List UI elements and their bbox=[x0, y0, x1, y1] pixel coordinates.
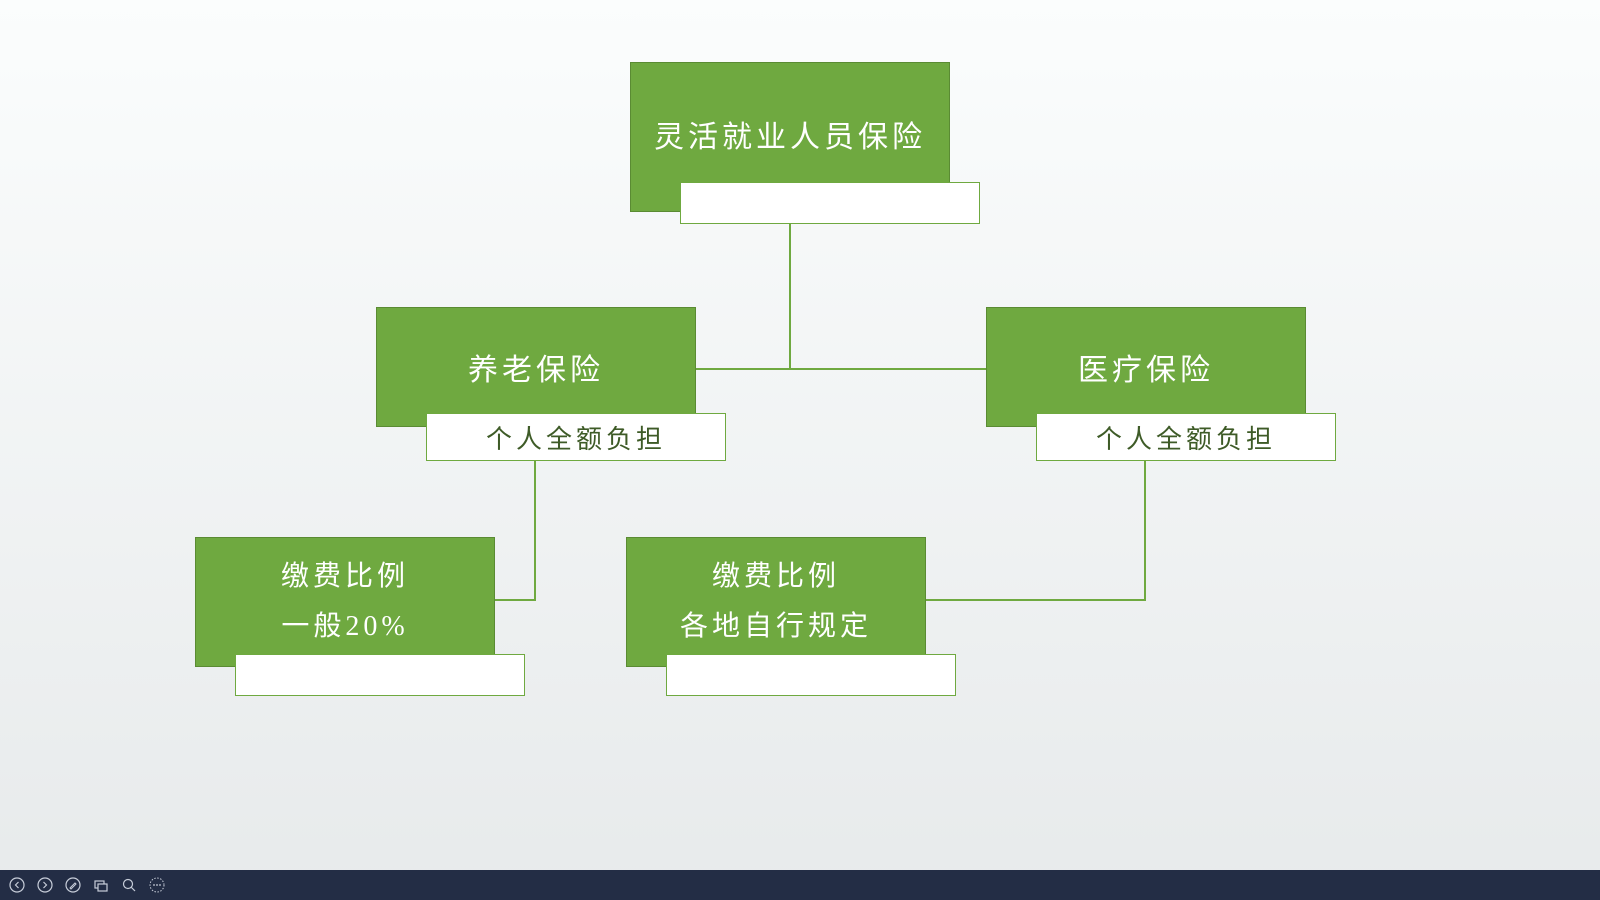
node-right2-sub-box bbox=[666, 654, 956, 696]
node-root-sub bbox=[680, 182, 980, 224]
node-right1-sub-label: 个人全额负担 bbox=[1096, 419, 1276, 456]
node-left1-sub-box: 个人全额负担 bbox=[426, 413, 726, 461]
node-right2-label-line2: 各地自行规定 bbox=[680, 602, 872, 652]
connector bbox=[1144, 461, 1146, 601]
node-right2-sub bbox=[666, 654, 956, 696]
node-right2-label-line1: 缴费比例 bbox=[712, 552, 840, 602]
node-right1: 医疗保险 bbox=[986, 307, 1306, 427]
node-left1-main: 养老保险 bbox=[376, 307, 696, 427]
node-left2-label-line1: 缴费比例 bbox=[281, 552, 409, 602]
node-left1-label: 养老保险 bbox=[468, 345, 604, 389]
node-left1-sub: 个人全额负担 bbox=[426, 413, 726, 461]
node-left2-sub bbox=[235, 654, 525, 696]
node-right2: 缴费比例 各地自行规定 bbox=[626, 537, 926, 667]
node-left2: 缴费比例 一般20% bbox=[195, 537, 495, 667]
node-left2-main: 缴费比例 一般20% bbox=[195, 537, 495, 667]
connector bbox=[534, 461, 536, 601]
node-right2-main: 缴费比例 各地自行规定 bbox=[626, 537, 926, 667]
node-root-sub-box bbox=[680, 182, 980, 224]
node-root-label: 灵活就业人员保险 bbox=[654, 115, 926, 160]
node-left2-sub-box bbox=[235, 654, 525, 696]
node-right1-label: 医疗保险 bbox=[1078, 345, 1214, 389]
more-icon[interactable] bbox=[148, 876, 166, 894]
zoom-icon[interactable] bbox=[120, 876, 138, 894]
node-left1-sub-label: 个人全额负担 bbox=[486, 419, 666, 456]
connector bbox=[926, 599, 1146, 601]
pen-icon[interactable] bbox=[64, 876, 82, 894]
node-right1-main: 医疗保险 bbox=[986, 307, 1306, 427]
node-left1: 养老保险 bbox=[376, 307, 696, 427]
connector bbox=[789, 224, 791, 280]
diagram-canvas: 灵活就业人员保险 养老保险 个人全额负担 医疗保险 个人全额负担 缴费比例 一般… bbox=[0, 0, 1600, 900]
node-left2-label-line2: 一般20% bbox=[281, 602, 408, 652]
next-slide-icon[interactable] bbox=[36, 876, 54, 894]
node-right1-sub: 个人全额负担 bbox=[1036, 413, 1336, 461]
connector bbox=[696, 368, 988, 370]
slides-view-icon[interactable] bbox=[92, 876, 110, 894]
prev-slide-icon[interactable] bbox=[8, 876, 26, 894]
connector bbox=[495, 599, 536, 601]
connector bbox=[789, 280, 791, 370]
node-right1-sub-box: 个人全额负担 bbox=[1036, 413, 1336, 461]
presentation-toolbar bbox=[0, 870, 1600, 900]
